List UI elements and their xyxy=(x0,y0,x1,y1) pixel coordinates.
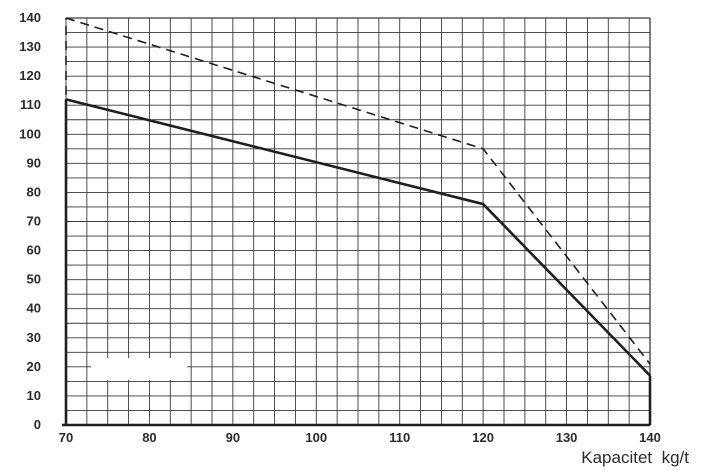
y-tick-label: 50 xyxy=(27,272,41,287)
y-tick-label: 0 xyxy=(34,417,41,432)
x-tick-label: 130 xyxy=(556,430,578,445)
y-tick-label: 120 xyxy=(19,68,41,83)
y-tick-label: 40 xyxy=(27,301,41,316)
y-tick-labels: 0 10 20 30 40 50 60 70 80 90 100 110 120 130 140 xyxy=(19,10,41,432)
blank-patch xyxy=(91,358,187,380)
y-tick-label: 30 xyxy=(27,330,41,345)
y-tick-label: 100 xyxy=(19,126,41,141)
dashed-series-line xyxy=(65,17,651,365)
plot-frame xyxy=(62,17,652,427)
y-tick-label: 60 xyxy=(27,243,41,258)
y-tick-label: 10 xyxy=(27,388,41,403)
y-tick-label: 70 xyxy=(27,214,41,229)
x-tick-label: 70 xyxy=(59,430,73,445)
y-tick-label: 20 xyxy=(27,359,41,374)
x-tick-label: 140 xyxy=(639,430,661,445)
y-tick-label: 140 xyxy=(19,10,41,25)
x-tick-label: 100 xyxy=(305,430,327,445)
x-tick-labels: 70 80 90 100 110 120 130 140 xyxy=(59,430,661,445)
grid-lines xyxy=(65,17,651,426)
x-tick-label: 110 xyxy=(389,430,410,445)
x-tick-label: 120 xyxy=(472,430,494,445)
series-lines xyxy=(65,17,651,377)
solid-series-line xyxy=(65,98,651,377)
x-tick-label: 90 xyxy=(226,430,240,445)
x-axis-title: Kapacitet kg/t xyxy=(581,448,689,467)
x-tick-label: 80 xyxy=(142,430,156,445)
y-tick-label: 110 xyxy=(20,97,41,112)
y-tick-label: 80 xyxy=(27,184,41,199)
y-tick-label: 90 xyxy=(27,155,41,170)
y-tick-label: 130 xyxy=(19,39,41,54)
